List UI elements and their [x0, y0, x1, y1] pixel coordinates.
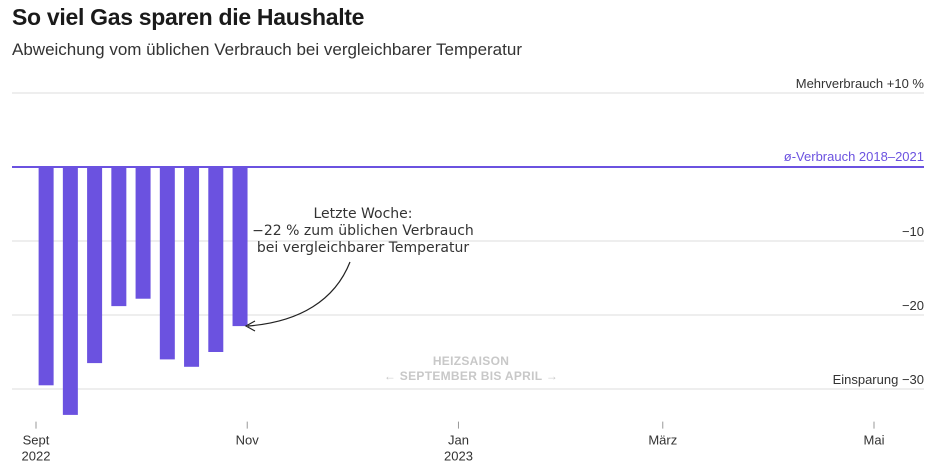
- x-tick-label: Mai: [864, 433, 885, 448]
- season-label-line2: ← SEPTEMBER BIS APRIL →: [384, 369, 558, 383]
- bar: [159, 167, 175, 360]
- bar: [184, 167, 200, 367]
- bar: [62, 167, 78, 415]
- x-tick-label: Sept: [23, 433, 50, 448]
- annotation-line2: −22 % zum üblichen Verbrauch: [252, 223, 474, 239]
- bar: [38, 167, 54, 386]
- y-axis-labels: Mehrverbrauch +10 % −10 −20 Einsparung −30: [796, 76, 925, 387]
- bar: [135, 167, 151, 299]
- x-tick-year: 2023: [444, 449, 473, 461]
- annotation: Letzte Woche: −22 % zum üblichen Verbrau…: [244, 206, 474, 332]
- x-tick-year: 2022: [22, 449, 51, 461]
- chart-subtitle: Abweichung vom üblichen Verbrauch bei ve…: [12, 40, 522, 59]
- annotation-line3: bei vergleichbarer Temperatur: [257, 240, 469, 256]
- bar: [208, 167, 224, 352]
- annotation-arrow: [247, 261, 351, 327]
- y-tick-label: Mehrverbrauch +10 %: [796, 76, 925, 91]
- chart-title: So viel Gas sparen die Haushalte: [12, 4, 365, 30]
- season-label-line1: HEIZSAISON: [433, 354, 509, 368]
- y-tick-label: Einsparung −30: [833, 372, 924, 387]
- bar: [87, 167, 103, 364]
- x-tick-label: Nov: [236, 433, 260, 448]
- y-tick-label: −10: [902, 224, 924, 239]
- x-tick-label: März: [648, 433, 677, 448]
- y-tick-label: −20: [902, 298, 924, 313]
- x-tick-label: Jan: [448, 433, 469, 448]
- reference-label: ø-Verbrauch 2018–2021: [784, 149, 924, 164]
- bars: [38, 167, 248, 415]
- annotation-arrowhead: [244, 320, 256, 332]
- season-label: HEIZSAISON ← SEPTEMBER BIS APRIL →: [384, 354, 558, 383]
- annotation-line1: Letzte Woche:: [313, 206, 412, 222]
- bar: [111, 167, 127, 307]
- reference-line-group: ø-Verbrauch 2018–2021: [12, 149, 924, 168]
- bar: [232, 167, 248, 327]
